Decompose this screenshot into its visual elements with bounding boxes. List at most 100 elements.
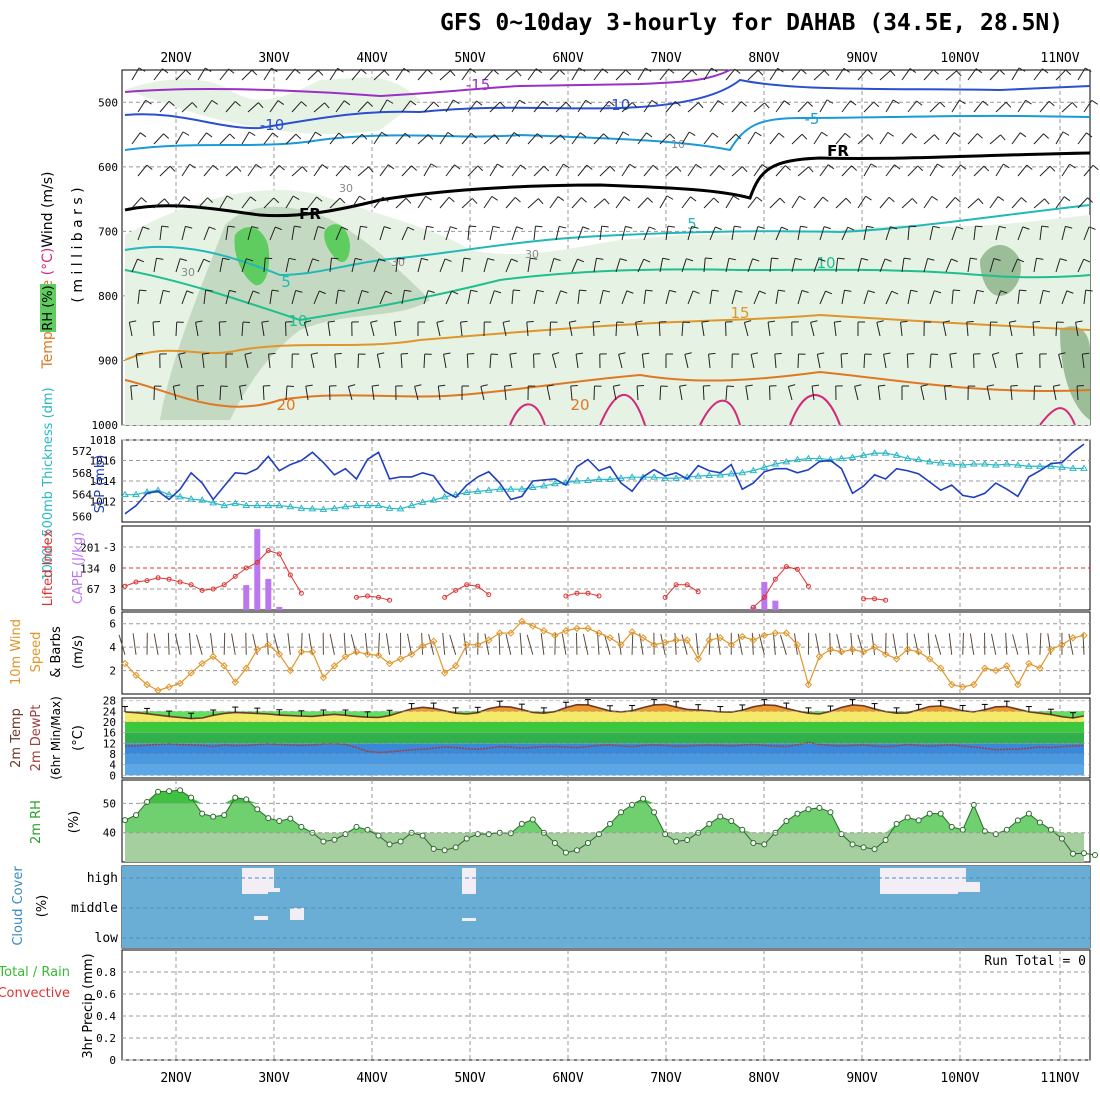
wind-barb-flag (208, 226, 216, 230)
wind-barb (570, 386, 573, 401)
wind-barb-flag (317, 226, 325, 229)
wind-barb-flag (909, 68, 917, 73)
wind-barb (527, 258, 531, 273)
wind-barb (489, 226, 494, 241)
x-tick-label-bottom: 2NOV (160, 1071, 191, 1086)
wind10-point (683, 636, 691, 644)
wind-barb (373, 70, 385, 81)
thickness-point (815, 454, 824, 462)
wind-barb (636, 385, 639, 401)
rh-shade-upper (125, 77, 420, 135)
pressure-tick-label: 800 (98, 290, 118, 303)
x-tick-label-top: 9NOV (846, 51, 877, 66)
wind-barb-flag (141, 197, 147, 203)
contour-label: 10 (288, 312, 307, 330)
wind10-point (903, 645, 912, 654)
wind-barb (269, 165, 280, 177)
precip-ylabel: 3hr Precip (mm) (81, 953, 96, 1058)
wind-barb-flag (843, 67, 850, 73)
wind10-point (749, 636, 758, 644)
wind-barb-flag (381, 131, 388, 137)
wind10-point (507, 629, 515, 637)
wind-barb-flag (454, 164, 461, 170)
rh-point (673, 838, 680, 845)
wind-barb (1061, 102, 1073, 113)
thickness-point (528, 483, 537, 491)
wind-barb (423, 353, 426, 369)
wind-barb (1039, 165, 1051, 177)
rh-point (133, 812, 140, 819)
wind10-point (694, 655, 702, 663)
wind-barb-flag (939, 101, 946, 108)
rh-point (684, 837, 691, 844)
wind-barb (269, 100, 279, 113)
wind10-barb (343, 632, 346, 655)
wind10-point (1036, 664, 1044, 672)
wind-barb (929, 353, 932, 369)
wind-barb-flag (361, 290, 369, 293)
lifted-index-point (177, 579, 183, 585)
wind-barb (305, 386, 309, 401)
wind-barb (181, 102, 193, 113)
rh-point (860, 844, 867, 851)
wind-barb-flag (386, 99, 394, 104)
lifted-index-point (243, 565, 249, 571)
wind-barb-flag (258, 102, 264, 109)
wind-barb (745, 386, 749, 401)
wind-barb-flag (648, 226, 656, 230)
wind-barb-flag (604, 198, 610, 205)
wind10-point (672, 636, 680, 644)
wind-barb (995, 226, 1000, 241)
wind-barb (797, 166, 809, 177)
wind-barb (329, 67, 339, 81)
wind-barb (137, 99, 147, 113)
wind-barb-flag (1018, 67, 1026, 72)
lifted-index-point (122, 583, 128, 589)
wind-barb (775, 100, 785, 113)
lifted-index-point (861, 596, 867, 602)
isotherm-freezing (124, 151, 1091, 218)
thickness-point (297, 504, 306, 511)
wind-barb-flag (888, 196, 895, 203)
wind-barb (527, 198, 539, 209)
wind-barb (131, 197, 142, 209)
wind-barb (1052, 386, 1057, 401)
wind-barb-flag (543, 165, 550, 172)
wind-barb-flag (1009, 320, 1017, 323)
wind10-point (121, 659, 129, 668)
wind-barb (571, 67, 580, 81)
wind-barb-flag (666, 195, 674, 200)
wind-barb-flag (1021, 197, 1027, 203)
wind-barb-flag (1084, 67, 1092, 73)
wind-barb (526, 322, 529, 337)
wind-barb-flag (250, 196, 257, 202)
rh-point (739, 826, 746, 833)
wind-barb-flag (635, 320, 643, 323)
x-tick-label-top: 8NOV (748, 51, 779, 66)
rh-point (717, 813, 724, 820)
wind-barb (437, 386, 441, 401)
wind10-point (606, 634, 614, 642)
wind-barb (942, 322, 947, 337)
lifted-index-point (805, 583, 811, 589)
rh-point (827, 809, 834, 816)
thickness-point (969, 460, 978, 467)
li-tick-label: 0 (109, 562, 116, 575)
wind-barb-flag (933, 69, 939, 75)
wind-barb (357, 226, 361, 241)
wind10-barb (604, 634, 611, 655)
wind-barb (137, 164, 148, 177)
wind-barb (313, 164, 323, 177)
wind-barb-flag (387, 164, 395, 170)
wind-barb-flag (360, 225, 368, 228)
wind-barb-flag (953, 289, 961, 292)
wind-barb-flag (823, 226, 831, 230)
upper-ylabel-part: (°C) (40, 248, 56, 280)
thickness-point (705, 471, 714, 479)
lifted-index-point (794, 566, 800, 572)
contour-label: 30 (525, 248, 539, 261)
wind-barb (665, 290, 670, 305)
x-tick-label-top: 2NOV (160, 51, 191, 66)
wind10-barb (737, 633, 743, 655)
wind-barb (703, 67, 712, 81)
